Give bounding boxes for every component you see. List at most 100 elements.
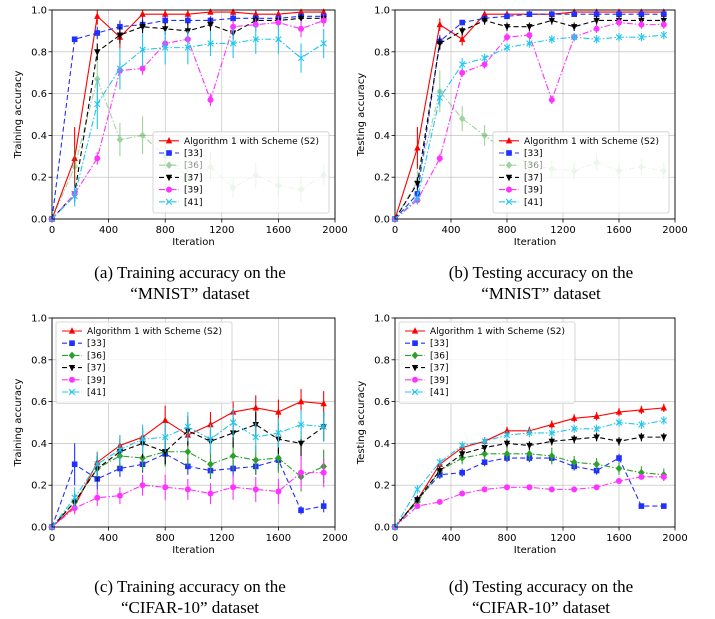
caption-d-line1: (d) Testing accuracy on the bbox=[448, 577, 634, 596]
data-point bbox=[71, 192, 78, 200]
data-point bbox=[184, 486, 191, 493]
data-point bbox=[503, 427, 511, 434]
y-tick-label: 0.8 bbox=[31, 355, 47, 366]
legend-label: [37] bbox=[430, 364, 448, 374]
data-point bbox=[94, 155, 101, 162]
data-point bbox=[459, 442, 466, 449]
data-point bbox=[638, 473, 645, 480]
data-point bbox=[94, 494, 101, 501]
x-tick-label: 400 bbox=[99, 225, 118, 236]
y-tick-label: 0.8 bbox=[374, 355, 390, 366]
data-point bbox=[207, 40, 214, 47]
legend-entry: Algorithm 1 with Scheme (S2) bbox=[62, 327, 222, 337]
legend-entry: Algorithm 1 with Scheme (S2) bbox=[405, 327, 565, 337]
chart-panel-3: 0 400 800 1200 1600 2000 0.0 0.2 0.4 0.6 0.8 1.0 Ite… bbox=[13, 314, 348, 557]
data-point bbox=[481, 131, 488, 140]
data-point bbox=[503, 44, 511, 51]
x-tick-label: 2000 bbox=[322, 225, 347, 236]
legend-entry: Algorithm 1 with Scheme (S2) bbox=[159, 137, 319, 147]
data-point bbox=[436, 459, 443, 466]
caption-d: (d) Testing accuracy on the “CIFAR-10” d… bbox=[371, 576, 711, 618]
legend-marker bbox=[166, 186, 172, 193]
data-point bbox=[139, 46, 146, 53]
data-point bbox=[436, 20, 443, 28]
y-tick-label: 0.6 bbox=[374, 89, 390, 100]
data-point bbox=[162, 433, 169, 441]
data-point bbox=[414, 180, 421, 188]
data-point bbox=[162, 10, 169, 17]
data-point bbox=[615, 419, 623, 426]
data-point bbox=[481, 444, 488, 452]
data-point bbox=[229, 40, 237, 47]
data-point bbox=[320, 423, 327, 430]
y-axis-label: Training accuracy bbox=[13, 71, 24, 160]
data-point bbox=[275, 19, 282, 26]
data-point bbox=[436, 155, 443, 162]
data-point bbox=[571, 33, 578, 41]
caption-a: (a) Training accuracy on the “MNIST” dat… bbox=[20, 262, 360, 304]
data-point bbox=[116, 446, 124, 453]
data-point bbox=[252, 404, 259, 411]
x-tick-label: 0 bbox=[392, 225, 398, 236]
data-point bbox=[504, 13, 510, 20]
data-point bbox=[116, 492, 123, 499]
plot-frame bbox=[394, 317, 676, 528]
data-point bbox=[139, 131, 146, 140]
x-tick-label: 0 bbox=[49, 225, 55, 236]
data-point bbox=[230, 15, 236, 22]
legend-entry: [36] bbox=[159, 161, 202, 171]
caption-c-line2: “CIFAR-10” dataset bbox=[120, 598, 259, 617]
chart-panel-2: 0 400 800 1200 1600 2000 0.0 0.2 0.4 0.6 0.8 1.0 Ite… bbox=[356, 6, 688, 249]
data-point bbox=[571, 414, 578, 421]
y-tick-label: 0.2 bbox=[374, 481, 390, 492]
data-point bbox=[320, 8, 327, 15]
legend-entry: [37] bbox=[405, 364, 448, 374]
data-point bbox=[207, 420, 214, 428]
legend-marker bbox=[68, 365, 76, 372]
data-point bbox=[504, 34, 510, 41]
legend-label: [36] bbox=[524, 161, 542, 171]
data-point bbox=[615, 464, 623, 473]
data-point bbox=[320, 399, 327, 407]
legend-box bbox=[492, 131, 670, 214]
legend-box bbox=[398, 321, 576, 404]
data-point bbox=[481, 459, 488, 466]
legend-label: [39] bbox=[87, 376, 105, 386]
legend-marker bbox=[165, 198, 173, 205]
data-point bbox=[414, 486, 421, 493]
data-point bbox=[71, 461, 78, 468]
x-tick-label: 1600 bbox=[606, 225, 631, 236]
chart-panel-4: 0 400 800 1200 1600 2000 0.0 0.2 0.4 0.6 0.8 1.0 Ite… bbox=[356, 314, 688, 557]
legend-entry: [36] bbox=[62, 351, 105, 361]
data-point bbox=[481, 486, 488, 493]
x-tick-label: 800 bbox=[497, 225, 516, 236]
data-point bbox=[548, 36, 555, 43]
x-tick-label: 1600 bbox=[606, 533, 631, 544]
data-point bbox=[571, 436, 578, 444]
data-point bbox=[275, 454, 282, 462]
data-point bbox=[616, 19, 622, 26]
y-tick-label: 0.4 bbox=[31, 131, 47, 142]
data-point bbox=[320, 503, 327, 509]
data-point bbox=[459, 28, 466, 35]
data-point bbox=[229, 419, 237, 426]
data-point bbox=[503, 450, 511, 458]
data-point bbox=[116, 65, 124, 72]
legend-label: [41] bbox=[430, 388, 448, 398]
x-tick-label: 2000 bbox=[322, 533, 347, 544]
legend-label: Algorithm 1 with Scheme (S2) bbox=[430, 327, 565, 337]
x-tick-label: 1200 bbox=[550, 533, 575, 544]
data-point bbox=[297, 8, 305, 15]
legend-entry: [41] bbox=[499, 198, 542, 208]
legend-label: [39] bbox=[430, 376, 448, 386]
data-point bbox=[207, 96, 214, 103]
data-point bbox=[298, 25, 305, 32]
data-point bbox=[275, 10, 282, 17]
legend-marker bbox=[411, 365, 419, 372]
y-tick-label: 0.8 bbox=[374, 47, 390, 58]
y-tick-label: 0.6 bbox=[31, 397, 47, 408]
legend-entry: [39] bbox=[499, 186, 542, 196]
legend-marker bbox=[68, 327, 76, 334]
legend-marker bbox=[68, 388, 76, 396]
legend-entry: [39] bbox=[405, 376, 448, 386]
